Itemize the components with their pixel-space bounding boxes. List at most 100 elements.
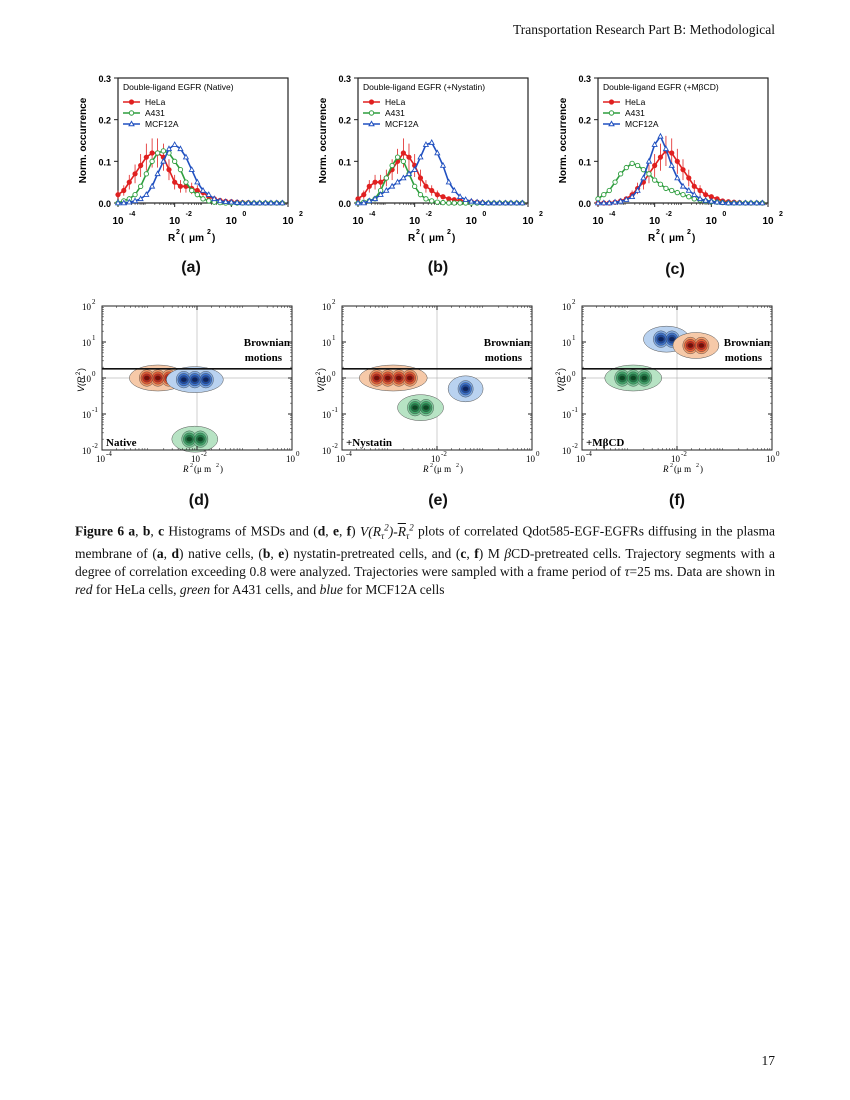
data-point <box>651 141 658 147</box>
svg-text:2: 2 <box>447 229 451 236</box>
data-point <box>674 189 680 196</box>
page-number: 17 <box>761 1053 776 1068</box>
contour-cluster-mcf12a <box>166 366 224 393</box>
svg-text:V(R: V(R <box>556 376 566 392</box>
legend-label: A431 <box>145 108 165 118</box>
x-tick-label: 10 <box>169 216 181 227</box>
y-tick-label: 0.1 <box>578 157 591 167</box>
series-line <box>117 152 283 204</box>
y-tick-exponent: 0 <box>332 370 336 378</box>
y-tick-label: 10 <box>82 446 92 456</box>
data-point <box>696 195 704 202</box>
x-tick-exponent: -2 <box>681 450 687 458</box>
contour-level <box>668 336 675 342</box>
svg-text:2: 2 <box>687 229 691 236</box>
y-tick-label: 0.3 <box>578 74 591 84</box>
series-hela <box>115 138 285 206</box>
y-tick-label: 10 <box>562 374 572 384</box>
data-point <box>657 132 664 139</box>
svg-text:2: 2 <box>190 463 193 469</box>
svg-text:2: 2 <box>416 229 420 236</box>
data-point <box>417 153 424 160</box>
data-point <box>451 186 458 193</box>
y-tick-exponent: -1 <box>572 406 578 414</box>
data-point <box>239 199 246 206</box>
y-tick-exponent: -1 <box>332 406 338 414</box>
svg-text:2: 2 <box>656 229 660 236</box>
brownian-annotation: Brownian motions <box>484 337 530 364</box>
brownian-annotation: Brownian motions <box>724 337 770 364</box>
data-point <box>417 192 424 198</box>
y-tick-exponent: 0 <box>572 370 576 378</box>
data-point <box>371 195 379 202</box>
y-axis-label: Norm. occurrence <box>558 97 569 183</box>
y-tick-label: 0.1 <box>98 157 111 167</box>
caption-formula: V(Rτ2)-Rτ2 <box>359 522 414 541</box>
caption-figure-number: Figure 6 <box>75 523 125 539</box>
data-point <box>154 150 161 156</box>
panel-label-e: (e) <box>428 492 448 509</box>
svg-text:Brownian: Brownian <box>244 337 290 349</box>
data-point <box>617 171 624 177</box>
data-point <box>617 197 624 204</box>
y-tick-exponent: -1 <box>92 406 98 414</box>
data-point <box>166 167 172 173</box>
x-tick-exponent: 2 <box>299 211 303 218</box>
legend-entry-a431: A431 <box>123 108 165 118</box>
contour-level <box>619 375 626 381</box>
data-point <box>143 171 149 177</box>
x-tick-label: 10 <box>409 216 421 227</box>
legend-label: MCF12A <box>145 119 179 129</box>
data-point <box>594 199 602 206</box>
panel-title: Double-ligand EGFR (+Nystatin) <box>363 82 485 92</box>
data-point <box>423 183 429 189</box>
x-tick-label: 10 <box>522 216 534 227</box>
data-point <box>669 150 675 156</box>
data-point <box>628 193 636 199</box>
series-line <box>118 143 283 204</box>
svg-text:V(R: V(R <box>316 376 326 392</box>
data-point <box>719 199 726 205</box>
data-point <box>120 199 127 206</box>
data-point <box>394 178 401 185</box>
svg-text:2: 2 <box>456 463 459 469</box>
panel-title: Double-ligand EGFR (+MβCD) <box>603 82 719 92</box>
x-tick-exponent: -2 <box>441 450 447 458</box>
data-point <box>496 199 503 206</box>
contour-level <box>687 342 694 348</box>
legend-entry-hela: HeLa <box>363 97 406 107</box>
svg-text:Brownian: Brownian <box>724 337 770 349</box>
data-point <box>233 199 241 205</box>
series-hela <box>595 135 765 206</box>
data-point <box>177 183 184 189</box>
svg-text:): ) <box>76 368 86 371</box>
x-tick-exponent: -4 <box>609 211 615 218</box>
y-tick-label: 0.2 <box>98 116 111 126</box>
data-point <box>383 175 389 181</box>
data-point <box>200 196 206 202</box>
contour-cluster-a431 <box>397 394 444 421</box>
data-point <box>222 198 229 204</box>
y-tick-label: 10 <box>82 338 92 348</box>
y-tick-label: 0.2 <box>578 116 591 126</box>
data-point <box>143 154 149 160</box>
contour-level <box>423 405 430 411</box>
data-point <box>703 192 709 198</box>
data-point <box>446 200 452 206</box>
legend-label: HeLa <box>385 97 406 107</box>
data-point <box>507 199 515 206</box>
data-point <box>165 145 173 152</box>
data-point <box>708 197 715 204</box>
data-point <box>519 199 526 206</box>
y-tick-exponent: 2 <box>92 298 96 306</box>
data-point <box>389 162 395 169</box>
contour-level <box>154 375 161 381</box>
svg-text:R: R <box>408 233 416 244</box>
contour-level <box>657 336 664 342</box>
journal-header: Transportation Research Part B: Methodol… <box>513 22 775 37</box>
y-tick-label: 10 <box>562 446 572 456</box>
x-tick-label: 10 <box>226 216 238 227</box>
contour-cluster-mcf12a <box>447 375 484 403</box>
data-point <box>148 182 156 189</box>
x-tick-label: 10 <box>431 454 441 464</box>
